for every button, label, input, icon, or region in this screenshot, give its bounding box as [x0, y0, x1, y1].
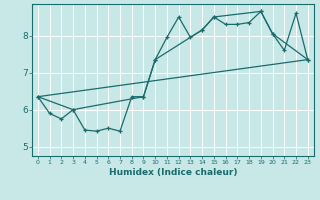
X-axis label: Humidex (Indice chaleur): Humidex (Indice chaleur)	[108, 168, 237, 177]
